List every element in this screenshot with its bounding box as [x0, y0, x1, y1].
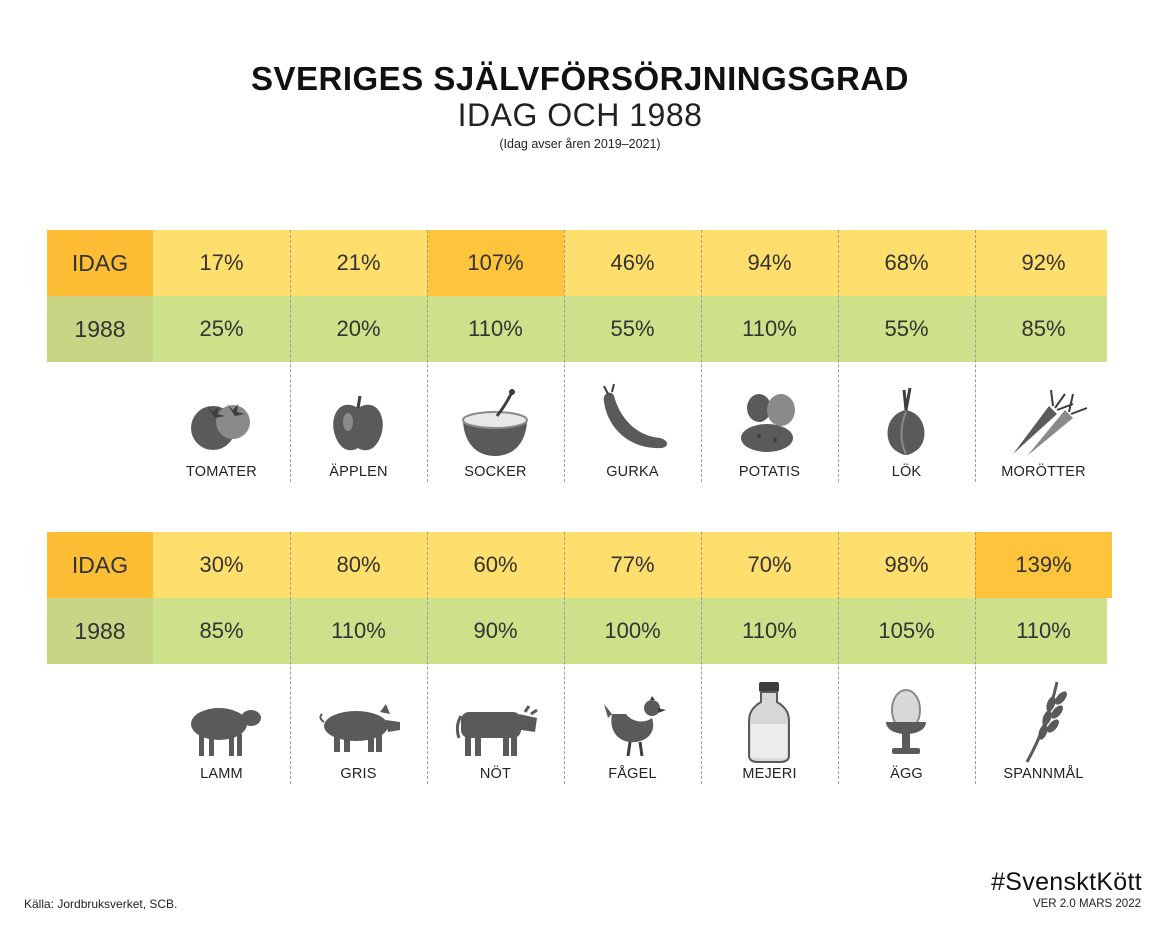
- value-cell: 139%: [975, 532, 1112, 598]
- value-cell: 17%: [199, 250, 244, 275]
- value-cell: 110%: [331, 618, 386, 643]
- column-divider: [564, 532, 565, 784]
- cucumber-icon: [582, 372, 682, 462]
- value-cell: 85%: [199, 618, 244, 643]
- category-label: ÄPPLEN: [329, 464, 388, 480]
- column-divider: [838, 230, 839, 482]
- value-cell: 110%: [742, 316, 797, 341]
- page-title: SVERIGES SJÄLVFÖRSÖRJNINGSGRAD: [250, 60, 909, 97]
- tomato-icon: [171, 372, 271, 462]
- value-cell: 110%: [1016, 618, 1071, 643]
- row-label: 1988: [47, 296, 153, 362]
- category-label: LAMM: [200, 766, 243, 782]
- value-cell: 100%: [604, 618, 661, 643]
- pig-icon: [308, 674, 408, 764]
- category-label: LÖK: [891, 464, 922, 480]
- sheep-icon: [171, 674, 271, 764]
- category-label: MEJERI: [742, 766, 797, 782]
- value-cell: 30%: [199, 552, 244, 577]
- value-cell: 92%: [1021, 250, 1066, 275]
- value-cell: 55%: [884, 316, 929, 341]
- value-cell: 20%: [336, 316, 381, 341]
- column-divider: [290, 532, 291, 784]
- value-cell: 85%: [1021, 316, 1066, 341]
- category-label: ÄGG: [890, 766, 923, 782]
- row-label: IDAG: [47, 230, 153, 296]
- carrot-icon: [993, 372, 1093, 462]
- version-note: VER 2.0 MARS 2022: [1032, 898, 1141, 910]
- column-divider: [427, 532, 428, 784]
- row-y1988: 1988 25% 20% 110% 55% 110% 55% 85%: [47, 296, 1107, 362]
- category-label: SOCKER: [464, 464, 527, 480]
- category-label: FÅGEL: [608, 766, 657, 782]
- cow-icon: [445, 674, 545, 764]
- page-subtitle: IDAG OCH 1988: [457, 97, 703, 133]
- value-cell: 55%: [610, 316, 655, 341]
- milk-bottle-icon: [719, 674, 819, 764]
- value-cell: 105%: [878, 618, 935, 643]
- column-divider: [290, 230, 291, 482]
- value-cell: 70%: [747, 552, 792, 577]
- column-divider: [564, 230, 565, 482]
- egg-icon: [856, 674, 956, 764]
- category-label: MORÖTTER: [1001, 464, 1086, 480]
- value-cell: 90%: [473, 618, 518, 643]
- row-idag: IDAG 17% 21% 107% 46% 94% 68% 92%: [47, 230, 1107, 296]
- category-label: NÖT: [479, 766, 512, 782]
- row-label: IDAG: [47, 532, 153, 598]
- value-cell: 25%: [199, 316, 244, 341]
- category-label: POTATIS: [738, 464, 801, 480]
- hashtag: #SvensktKött: [991, 868, 1142, 896]
- apple-icon: [308, 372, 408, 462]
- value-cell: 94%: [747, 250, 792, 275]
- value-cell: 80%: [336, 552, 381, 577]
- column-divider: [975, 230, 976, 482]
- value-cell: 68%: [884, 250, 929, 275]
- potato-icon: [719, 372, 819, 462]
- category-label: GRIS: [340, 766, 377, 782]
- category-label: TOMATER: [186, 464, 257, 480]
- wheat-icon: [993, 674, 1093, 764]
- column-divider: [427, 230, 428, 482]
- column-divider: [701, 532, 702, 784]
- column-divider: [701, 230, 702, 482]
- onion-icon: [856, 372, 956, 462]
- row-y1988: 1988 85% 110% 90% 100% 110% 105% 110%: [47, 598, 1107, 664]
- row-label: 1988: [47, 598, 153, 664]
- period-note: (Idag avser åren 2019–2021): [499, 137, 661, 151]
- value-cell: 21%: [336, 250, 381, 275]
- source-note: Källa: Jordbruksverket, SCB.: [24, 897, 178, 911]
- row-idag: IDAG 30% 80% 60% 77% 70% 98% 139%: [47, 532, 1112, 598]
- value-cell: 110%: [468, 316, 523, 341]
- value-cell: 77%: [610, 552, 655, 577]
- value-cell: 60%: [473, 552, 518, 577]
- value-cell: 107%: [427, 230, 564, 296]
- value-cell: 110%: [742, 618, 797, 643]
- category-label: GURKA: [606, 464, 659, 480]
- column-divider: [975, 532, 976, 784]
- value-cell: 46%: [610, 250, 655, 275]
- chicken-icon: [582, 674, 682, 764]
- category-label: SPANNMÅL: [1003, 766, 1084, 782]
- sugar-bowl-icon: [445, 372, 545, 462]
- column-divider: [838, 532, 839, 784]
- value-cell: 98%: [884, 552, 929, 577]
